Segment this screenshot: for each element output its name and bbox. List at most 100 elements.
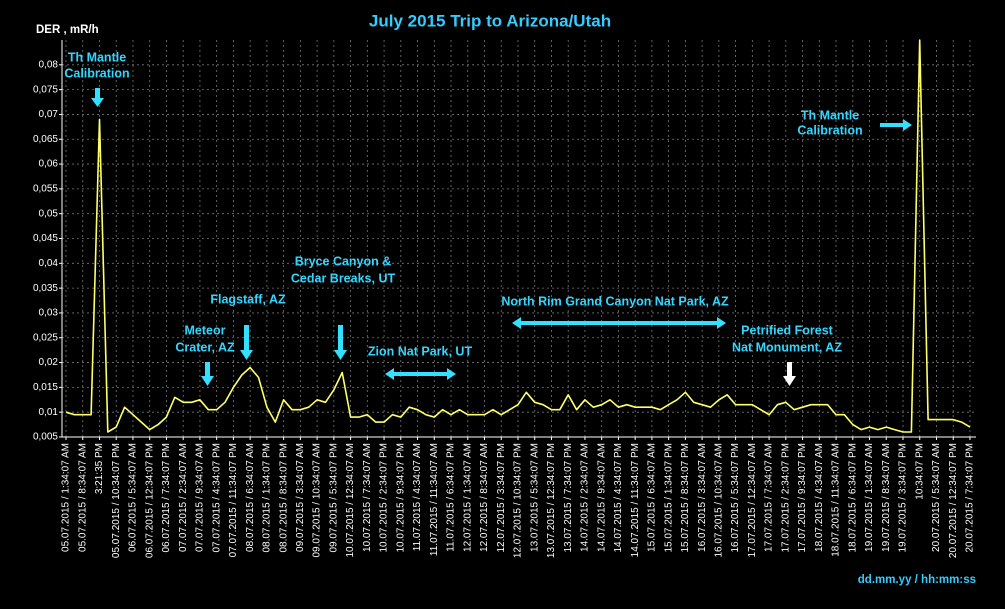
y-axis-label: DER , mR/h <box>36 24 99 36</box>
y-tick-label: 0,01 <box>39 407 59 418</box>
x-tick-label: 20.07.2015 / 7:34:07 PM <box>965 443 976 553</box>
x-tick-label: 14.07.2015 / 4:34:07 PM <box>613 443 624 553</box>
chart-title: July 2015 Trip to Arizona/Utah <box>369 11 611 30</box>
y-tick-label: 0,055 <box>33 184 58 195</box>
data-line <box>65 39 971 433</box>
y-tick-label: 0,02 <box>39 357 59 368</box>
annotation: Petrified Forest <box>741 323 834 337</box>
x-tick-label: 12.07.2015 / 10:34:07 PM <box>513 443 524 558</box>
x-tick-label: 11.07.2015 / 4:34:07 AM <box>412 443 423 551</box>
x-tick-label: 10:34:07 PM <box>914 443 925 500</box>
arrow <box>240 325 253 360</box>
y-tick-label: 0,005 <box>33 432 58 443</box>
arrow <box>334 325 347 360</box>
x-tick-label: 17.07.2015 / 2:34:07 PM <box>780 443 791 553</box>
x-tick-label: 15.07.2015 / 6:34:07 AM <box>647 443 658 552</box>
annotation: North Rim Grand Canyon Nat Park, AZ <box>501 294 729 308</box>
x-tick-label: 13.07.2015 / 12:34:07 PM <box>546 443 557 558</box>
x-tick-label: 15.07.2015 / 1:34:07 PM <box>663 443 674 553</box>
annotation: Calibration <box>797 123 862 137</box>
x-tick-label: 05.07.2015 / 1:34:07 AM <box>61 443 72 552</box>
x-tick-label: 05.07.2015 / 10:34:07 PM <box>111 443 122 558</box>
x-tick-label: 12.07.2015 / 3:34:07 PM <box>496 443 507 553</box>
arrows <box>91 88 912 386</box>
arrow <box>783 362 796 386</box>
arrow <box>201 362 214 386</box>
x-tick-label: 10.07.2015 / 2:34:07 PM <box>379 443 390 553</box>
x-tick-label: 19.07.2015 / 3:34:07 PM <box>898 443 909 553</box>
x-tick-label: 16.07.2015 / 5:34:07 PM <box>730 443 741 553</box>
arrow <box>385 368 456 380</box>
x-tick-label: 06.07.2015 / 7:34:07 PM <box>161 443 172 553</box>
x-tick-label: 09.07.2015 / 3:34:07 AM <box>295 443 306 552</box>
x-tick-label: 16.07.2015 / 3:34:07 AM <box>697 443 708 552</box>
arrow <box>880 119 912 131</box>
x-tick-label: 09.07.2015 / 5:34:07 PM <box>328 443 339 553</box>
x-tick-label: 06.07.2015 / 12:34:07 PM <box>144 443 155 558</box>
x-tick-label: 15.07.2015 / 8:34:07 PM <box>680 443 691 553</box>
x-tick-label: 18.07.2015 / 6:34:07 PM <box>847 443 858 553</box>
x-tick-label: 09.07.2015 / 10:34:07 AM <box>312 443 323 558</box>
y-tick-label: 0,05 <box>39 208 59 219</box>
x-tick-label: 3:21:35 PM <box>94 443 105 494</box>
x-tick-label: 12.07.2015 / 1:34:07 AM <box>462 443 473 552</box>
arrow <box>91 88 104 107</box>
x-tick-label: 18.07.2015 / 11:34:07 AM <box>831 443 842 557</box>
annotation: Nat Monument, AZ <box>732 340 842 354</box>
x-tick-label: 16.07.2015 / 10:34:07 AM <box>714 443 725 558</box>
x-tick-label: 12.07.2015 / 8:34:07 AM <box>479 443 490 552</box>
annotation: Flagstaff, AZ <box>210 292 286 306</box>
grid: 0,005 0,01 0,015 0,02 0,025 0,03 0,035 0,04 0,04… <box>33 40 976 558</box>
annotation: Crater, AZ <box>175 340 235 354</box>
y-tick-label: 0,075 <box>33 84 58 95</box>
y-tick-label: 0,06 <box>39 159 59 170</box>
x-tick-label: 14.07.2015 / 2:34:07 AM <box>580 443 591 552</box>
annotation: Zion Nat Park, UT <box>368 344 473 358</box>
x-tick-label: 10.07.2015 / 7:34:07 AM <box>362 443 373 552</box>
x-axis-label: dd.mm.yy / hh:mm:ss <box>858 574 976 586</box>
x-tick-label: 07.07.2015 / 4:34:07 PM <box>211 443 222 553</box>
annotation: Calibration <box>64 66 129 80</box>
y-tick-label: 0,08 <box>39 59 59 70</box>
plot <box>65 39 971 433</box>
y-tick-label: 0,025 <box>33 332 58 343</box>
x-tick-label: 20.07.2015 / 5:34:07 AM <box>931 443 942 552</box>
x-tick-label: 08.07.2015 / 1:34:07 PM <box>262 443 273 553</box>
y-tick-label: 0,07 <box>39 109 59 120</box>
x-tick-label: 14.07.2015 / 9:34:07 AM <box>596 443 607 552</box>
x-tick-label: 10.07.2015 / 12:34:07 AM <box>345 443 356 558</box>
x-tick-label: 07.07.2015 / 9:34:07 AM <box>195 443 206 552</box>
y-tick-label: 0,035 <box>33 283 58 294</box>
x-tick-label: 07.07.2015 / 2:34:07 AM <box>178 443 189 552</box>
annotation: Th Mantle <box>801 108 859 122</box>
x-tick-label: 17.07.2015 / 7:34:07 AM <box>764 443 775 552</box>
x-tick-label: 13.07.2015 / 5:34:07 AM <box>529 443 540 552</box>
x-tick-label: 10.07.2015 / 9:34:07 PM <box>395 443 406 553</box>
x-tick-label: 17.07.2015 / 9:34:07 PM <box>797 443 808 553</box>
annotation: Meteor <box>185 323 226 337</box>
y-tick-label: 0,065 <box>33 134 58 145</box>
x-tick-label: 11.07.2015 / 11:34:07 AM <box>429 443 440 556</box>
x-tick-label: 14.07.2015 / 11:34:07 PM <box>630 443 641 557</box>
x-tick-label: 06.07.2015 / 5:34:07 AM <box>128 443 139 552</box>
x-tick-label: 17.07.2015 / 12:34:07 AM <box>747 443 758 558</box>
x-tick-label: 07.07.2015 / 11:34:07 PM <box>228 443 239 557</box>
x-tick-label: 20.07.2015 / 12:34:07 PM <box>948 443 959 558</box>
x-tick-label: 18.07.2015 / 4:34:07 AM <box>814 443 825 552</box>
y-tick-label: 0,015 <box>33 382 58 393</box>
arrow <box>512 317 726 329</box>
x-tick-label: 08.07.2015 / 6:34:07 AM <box>245 443 256 552</box>
x-tick-label: 05.07.2015 / 8:34:07 AM <box>77 443 88 552</box>
x-tick-label: 08.07.2015 / 8:34:07 PM <box>278 443 289 553</box>
y-tick-label: 0,045 <box>33 233 58 244</box>
annotation: Bryce Canyon & <box>295 254 392 268</box>
y-tick-label: 0,04 <box>39 258 59 269</box>
y-tick-label: 0,03 <box>39 308 59 319</box>
annotation: Cedar Breaks, UT <box>291 271 396 285</box>
x-tick-label: 13.07.2015 / 7:34:07 PM <box>563 443 574 553</box>
x-tick-label: 19.07.2015 / 8:34:07 AM <box>881 443 892 552</box>
annotation: Th Mantle <box>68 50 126 64</box>
